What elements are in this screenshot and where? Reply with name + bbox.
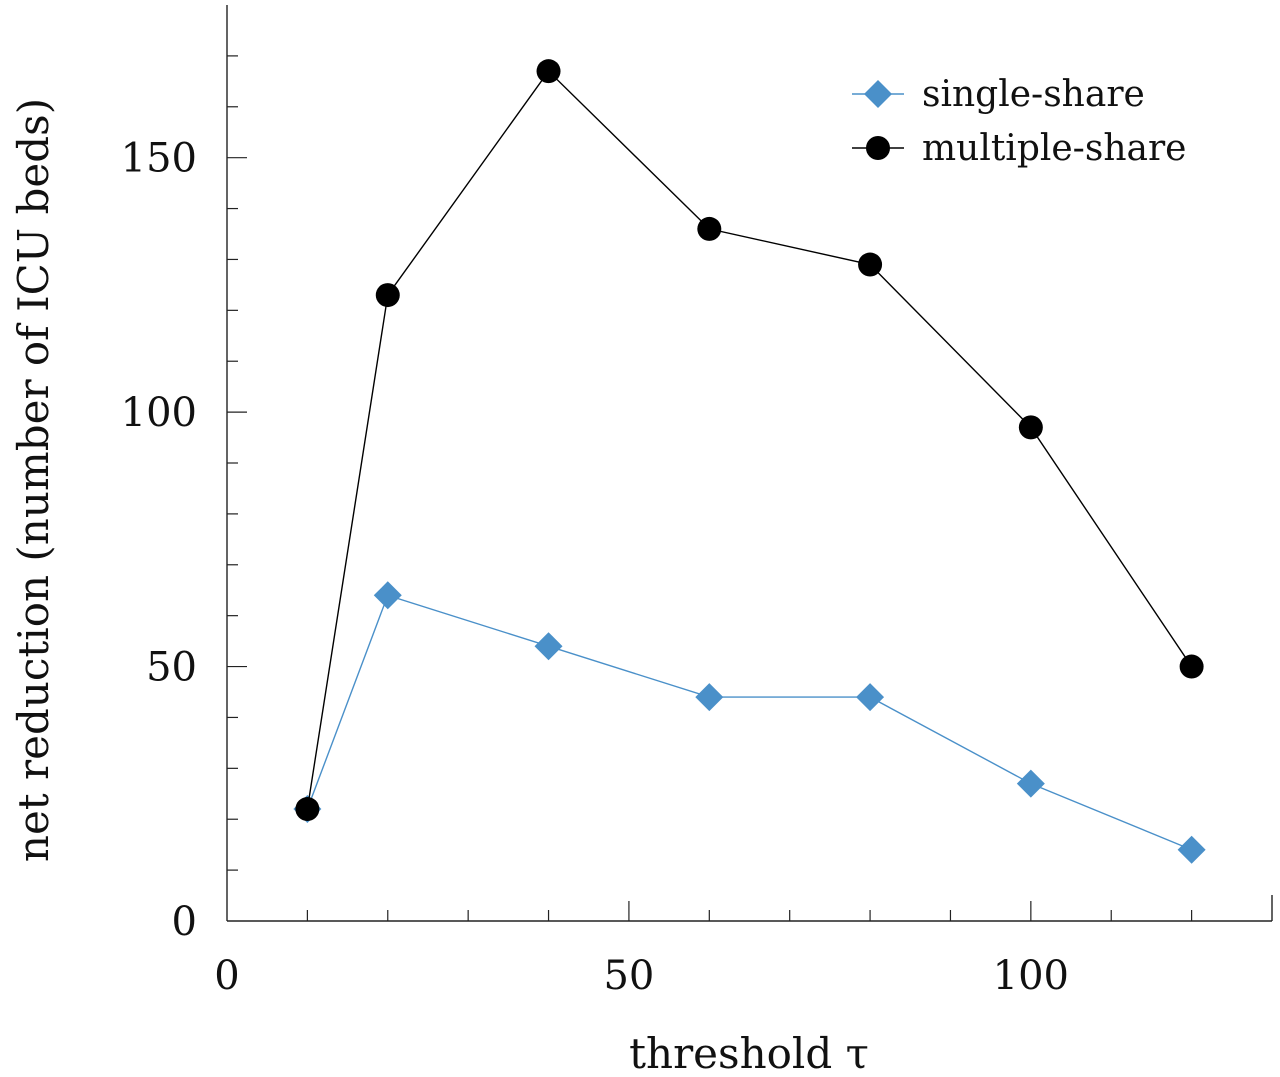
multiple-share-point — [858, 252, 883, 277]
y-ticks: 0 50 100 150 — [121, 55, 247, 945]
multiple-share-point — [536, 59, 561, 84]
single-share-line — [306, 594, 1192, 851]
legend-entry-multiple-share: multiple-share — [852, 128, 1186, 169]
y-tick-label: 0 — [172, 899, 197, 945]
legend-entry-single-share: single-share — [852, 74, 1145, 115]
single-share-point — [856, 683, 885, 712]
x-tick-label: 50 — [603, 953, 654, 999]
y-axis-label: net reduction (number of ICU beds) — [9, 98, 58, 862]
y-tick-label: 50 — [146, 645, 197, 691]
single-share-series — [293, 581, 1206, 864]
multiple-share-point — [697, 216, 722, 241]
single-share-point — [695, 683, 724, 712]
multiple-share-line — [306, 70, 1193, 810]
y-tick-label: 150 — [121, 136, 197, 182]
multiple-share-point — [1018, 415, 1043, 440]
x-tick-label: 100 — [993, 953, 1069, 999]
x-ticks: 0 50 100 — [214, 901, 1193, 999]
y-tick-label: 100 — [121, 390, 197, 436]
x-axis-label: threshold τ — [629, 1029, 869, 1077]
single-share-point — [1177, 835, 1206, 864]
single-share-point — [534, 632, 563, 661]
series-layer — [293, 59, 1206, 864]
legend-swatch-marker — [864, 80, 892, 108]
multiple-share-point — [295, 797, 320, 822]
multiple-share-series — [295, 59, 1204, 822]
legend-label: single-share — [922, 74, 1145, 115]
multiple-share-point — [1179, 654, 1204, 679]
x-tick-label: 0 — [214, 953, 239, 999]
single-share-point — [373, 581, 402, 610]
single-share-point — [1016, 769, 1045, 798]
legend-swatch-marker — [866, 136, 890, 160]
multiple-share-point — [375, 283, 400, 308]
legend-label: multiple-share — [922, 128, 1186, 169]
legend: single-share multiple-share — [852, 74, 1186, 169]
